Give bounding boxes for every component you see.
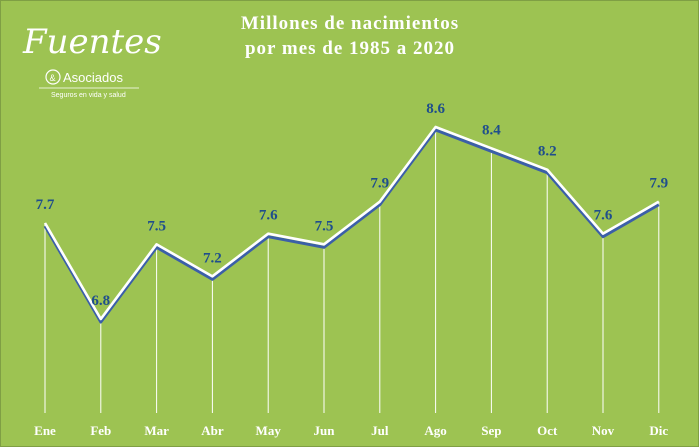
category-label-ago: Ago [424, 423, 446, 438]
category-label-sep: Sep [481, 423, 501, 438]
series-line [43, 125, 660, 324]
value-label-ago: 8.6 [426, 101, 445, 117]
drop-lines [44, 127, 660, 413]
chart-title-line-1: Millones de nacimientos [241, 13, 459, 34]
category-label-ene: Ene [34, 423, 56, 438]
value-label-may: 7.6 [259, 208, 278, 224]
category-label-nov: Nov [592, 423, 615, 438]
value-label-oct: 8.2 [538, 144, 557, 160]
value-label-dic: 7.9 [649, 176, 668, 192]
value-label-mar: 7.5 [147, 218, 166, 234]
category-label-dic: Dic [649, 423, 668, 438]
category-label-mar: Mar [144, 423, 169, 438]
series-line-path [43, 125, 660, 321]
value-label-jun: 7.5 [315, 218, 334, 234]
value-label-ene: 7.7 [36, 197, 55, 213]
value-label-abr: 7.2 [203, 250, 222, 266]
category-label-feb: Feb [90, 423, 111, 438]
brand-name: Fuentes [22, 22, 162, 62]
category-label-may: May [256, 423, 282, 438]
brand-amp: & [50, 73, 56, 83]
brand-logo: Fuentes & Asociados Seguros en vida y sa… [22, 22, 162, 99]
value-label-nov: 7.6 [594, 208, 613, 224]
value-labels: 7.7 6.8 7.5 7.2 7.6 7.5 7.9 8.6 8.4 8.2 7.6 7.9 [36, 101, 669, 309]
series-line-shadow [43, 128, 660, 324]
brand-tagline: Seguros en vida y salud [51, 92, 126, 99]
category-label-abr: Abr [201, 423, 224, 438]
value-label-sep: 8.4 [482, 122, 501, 138]
brand-sub: Asociados [63, 70, 123, 85]
category-label-jul: Jul [371, 423, 389, 438]
category-label-oct: Oct [537, 423, 558, 438]
chart-title-line-2: por mes de 1985 a 2020 [245, 38, 455, 59]
category-label-jun: Jun [314, 423, 336, 438]
value-label-jul: 7.9 [370, 176, 389, 192]
category-labels: Ene Feb Mar Abr May Jun Jul Ago Sep Oct Nov Dic [34, 423, 668, 438]
brand-amp-circle [45, 69, 61, 85]
value-label-feb: 6.8 [91, 293, 110, 309]
